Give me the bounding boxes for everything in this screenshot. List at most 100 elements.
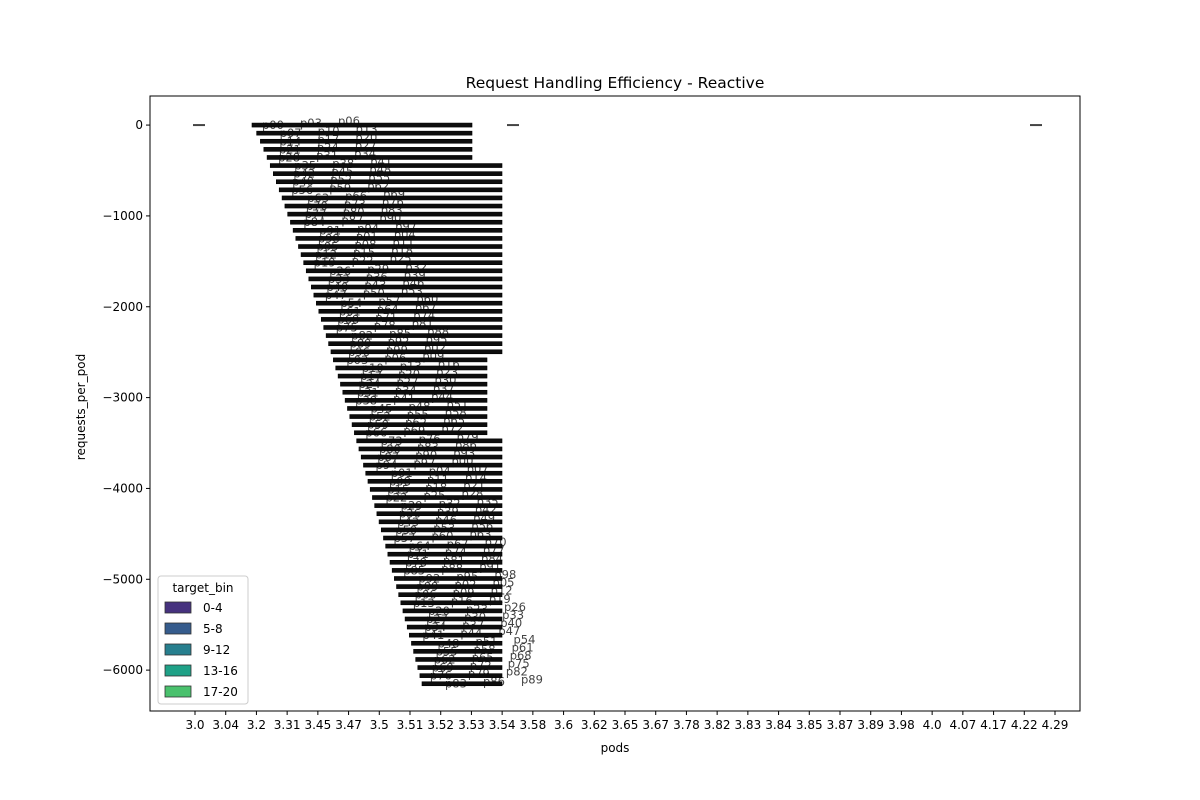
bar-annotation: p40 [500,616,522,630]
bar-mark [365,470,503,476]
bar-mark [325,333,503,338]
bar-mark [340,381,488,387]
bar-mark [347,406,488,411]
bar-mark [409,632,503,638]
bar-mark [367,479,503,484]
x-tick-label: 3.98 [888,718,915,732]
x-tick-label: 3.65 [612,718,639,732]
legend-label: 9-12 [203,643,230,657]
bar-mark [269,163,503,168]
bar-mark [344,398,488,403]
y-axis: 0 −1000 −2000 −3000 −4000 −5000 −6000 [102,118,150,677]
bar-mark [320,317,503,322]
bar-mark [284,203,503,209]
x-tick-label: 3.67 [642,718,669,732]
y-tick-label: −4000 [102,481,143,495]
bar-mark [337,373,488,379]
bar-mark [385,543,503,549]
bar-mark [298,244,503,249]
bar-mark [328,341,503,346]
bar-mark [276,179,503,185]
bars-layer [251,122,503,687]
bar-mark [404,616,503,622]
bar-mark [256,130,473,136]
y-axis-label: requests_per_pod [74,354,88,460]
bar-mark [356,438,503,444]
bar-annotation: p47 [498,624,520,638]
bar-mark [313,292,503,298]
x-tick-label: 3.62 [581,718,608,732]
x-tick-label: 3.31 [274,718,301,732]
y-tick-label: −5000 [102,572,143,586]
bar-mark [417,665,503,670]
legend-label: 5-8 [203,622,223,636]
bar-mark [398,592,503,597]
bar-mark [349,414,488,419]
y-tick-label: −1000 [102,209,143,223]
x-tick-label: 3.51 [397,718,424,732]
bar-mark [290,219,503,225]
bar-mark [323,325,503,330]
x-tick-label: 3.47 [335,718,362,732]
x-tick-label: 3.2 [247,718,266,732]
bar-mark [303,260,503,266]
x-tick-label: 3.54 [489,718,516,732]
bar-mark [266,155,473,160]
bar-mark [419,673,503,678]
bar-mark [300,252,503,257]
bar-mark [263,147,473,152]
legend-entries: 0-4 5-8 9-12 13-16 17-20 [164,601,238,699]
bar-annotation: p89 [521,673,543,687]
x-tick-label: 3.45 [304,718,331,732]
legend-swatch [164,601,192,614]
bar-mark [318,308,503,314]
bar-mark [278,187,503,193]
bar-mark [369,487,503,492]
legend: target_bin 0-4 5-8 9-12 13-16 17-20 [157,575,249,705]
x-tick-label: 3.87 [827,718,854,732]
x-tick-label: 4.0 [923,718,942,732]
x-tick-label: 3.85 [796,718,823,732]
bar-annotation: p75 [508,657,530,671]
y-tick-label: −2000 [102,300,143,314]
bar-mark [391,568,503,573]
bar-mark [421,681,503,687]
plot-frame [149,95,1081,712]
bar-mark [363,462,503,468]
bar-mark [400,600,503,606]
bar-mark [394,576,503,581]
x-axis-label: pods [601,741,630,755]
bar-mark [360,454,503,460]
bar-mark [380,527,503,533]
y-tick-label: −6000 [102,663,143,677]
bar-mark [311,284,503,290]
x-tick-label: 3.04 [212,718,239,732]
x-tick-label: 3.83 [734,718,761,732]
bar-annotation: p33 [502,608,524,622]
bar-mark [308,276,503,282]
bar-mark [358,446,503,452]
x-tick-label: 3.53 [458,718,485,732]
bar-mark [333,357,488,363]
legend-title: target_bin [172,581,233,595]
legend-label: 0-4 [203,601,223,615]
bar-mark [383,535,503,541]
x-tick-label: 3.84 [765,718,792,732]
x-tick-label: 4.07 [949,718,976,732]
legend-swatch [164,664,192,677]
bar-annotation: p61 [512,640,534,654]
bar-mark [372,495,503,500]
x-tick-label: 3.82 [704,718,731,732]
bar-mark [411,640,503,646]
bar-mark [251,122,473,128]
bar-mark [335,365,488,371]
bar-mark [281,195,503,201]
bar-mark [295,236,503,241]
bar-mark [260,138,473,144]
bar-mark [413,649,503,654]
y-tick-label: −3000 [102,391,143,405]
bar-mark [351,422,488,427]
legend-swatch [164,622,192,635]
